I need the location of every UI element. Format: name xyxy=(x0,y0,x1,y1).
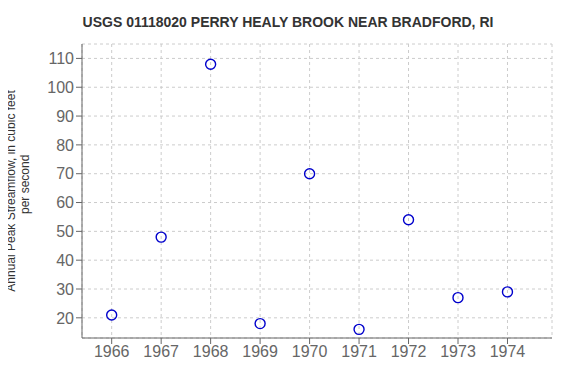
html-text:USGS 01118020 PERRY HEALY BROO: USGS 01118020 PERRY HEALY BROOK NEAR BRA… xyxy=(82,14,494,30)
svg-text:60: 60 xyxy=(56,194,74,211)
svg-text:1968: 1968 xyxy=(193,343,229,360)
svg-text:Annual Peak Streamflow, in cub: Annual Peak Streamflow, in cubic feet pe… xyxy=(8,90,32,292)
svg-text:110: 110 xyxy=(48,50,74,67)
svg-text:30: 30 xyxy=(56,281,74,298)
svg-text:100: 100 xyxy=(47,79,74,96)
svg-text:1973: 1973 xyxy=(440,343,476,360)
svg-text:40: 40 xyxy=(56,252,74,269)
svg-text:1967: 1967 xyxy=(143,343,179,360)
svg-text:1972: 1972 xyxy=(391,343,427,360)
svg-text:90: 90 xyxy=(56,108,74,125)
svg-text:20: 20 xyxy=(56,310,74,327)
svg-text:1966: 1966 xyxy=(94,343,130,360)
svg-text:80: 80 xyxy=(56,137,74,154)
svg-text:1969: 1969 xyxy=(242,343,278,360)
svg-text:70: 70 xyxy=(56,165,74,182)
svg-text:1974: 1974 xyxy=(490,343,526,360)
svg-text:1971: 1971 xyxy=(341,343,377,360)
svg-text:1970: 1970 xyxy=(292,343,328,360)
svg-text:50: 50 xyxy=(56,223,74,240)
